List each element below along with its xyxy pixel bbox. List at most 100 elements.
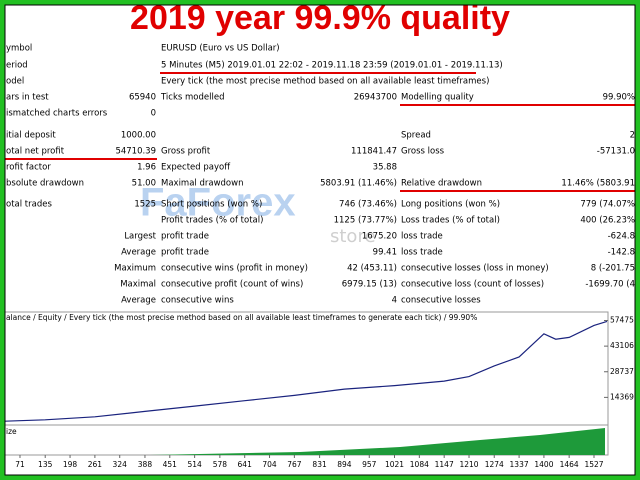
report-label: otal trades bbox=[6, 200, 52, 210]
y-tick-label: 43106 bbox=[610, 341, 634, 350]
report-value: 5803.91 (11.46%) bbox=[320, 179, 397, 189]
report-value: 1125 (73.77%) bbox=[334, 216, 397, 226]
report-value: 8 (-201.75 bbox=[591, 264, 635, 274]
report-value: -1699.70 (4 bbox=[585, 280, 635, 290]
x-tick-label: 957 bbox=[362, 460, 377, 469]
x-tick-label: 324 bbox=[113, 460, 128, 469]
size-label: ize bbox=[6, 427, 17, 436]
report-label: Profit trades (% of total) bbox=[161, 216, 263, 226]
report-label: Spread bbox=[401, 131, 431, 141]
report-value: 1525 bbox=[134, 200, 156, 210]
x-tick-label: 1147 bbox=[435, 460, 454, 469]
report-label: Long positions (won %) bbox=[401, 200, 500, 210]
x-tick-label: 451 bbox=[163, 460, 178, 469]
x-tick-label: 71 bbox=[15, 460, 25, 469]
report-value: -57131.0 bbox=[597, 147, 635, 157]
report-value: Average bbox=[121, 296, 156, 306]
report-label: loss trade bbox=[401, 232, 443, 242]
x-tick-label: 198 bbox=[63, 460, 78, 469]
size-area bbox=[150, 428, 605, 455]
graph-legend: alance / Equity / Every tick (the most p… bbox=[6, 313, 477, 322]
report-value: 779 (74.07% bbox=[580, 200, 635, 210]
report-value: 99.41 bbox=[373, 248, 397, 258]
report-label: consecutive losses (loss in money) bbox=[401, 264, 549, 274]
report-label: itial deposit bbox=[6, 131, 56, 141]
report-value: 51.00 bbox=[132, 179, 156, 189]
x-tick-label: 1084 bbox=[410, 460, 429, 469]
report-value: 111841.47 bbox=[351, 147, 397, 157]
title: 2019 year 99.9% quality bbox=[130, 0, 510, 37]
report-label: otal net profit bbox=[6, 147, 65, 157]
report-label: Expected payoff bbox=[161, 163, 231, 173]
report-label: ars in test bbox=[6, 93, 49, 103]
y-tick-label: 14369 bbox=[610, 392, 634, 401]
report-label: EURUSD (Euro vs US Dollar) bbox=[161, 44, 280, 54]
report-label: consecutive loss (count of losses) bbox=[401, 280, 544, 290]
report-label: Short positions (won %) bbox=[161, 200, 262, 210]
report-value: 1.96 bbox=[137, 163, 156, 173]
report-label: profit trade bbox=[161, 248, 209, 258]
report-value: 4 bbox=[392, 296, 397, 306]
report-label: ismatched charts errors bbox=[6, 109, 108, 119]
report-value: 400 (26.23% bbox=[580, 216, 635, 226]
report-label: ymbol bbox=[6, 44, 32, 54]
x-tick-label: 261 bbox=[88, 460, 103, 469]
report-label: bsolute drawdown bbox=[6, 179, 84, 189]
watermark: FaForex bbox=[140, 181, 296, 225]
report-label: loss trade bbox=[401, 248, 443, 258]
report-label: Loss trades (% of total) bbox=[401, 216, 500, 226]
report-label: rofit factor bbox=[6, 163, 51, 173]
x-tick-label: 894 bbox=[337, 460, 352, 469]
report-label: consecutive losses bbox=[401, 296, 481, 306]
report-value: 0 bbox=[151, 109, 156, 119]
x-tick-label: 1400 bbox=[534, 460, 553, 469]
report-value: 1675.20 bbox=[362, 232, 397, 242]
report-value: 35.88 bbox=[373, 163, 397, 173]
report-value: 99.90% bbox=[603, 93, 635, 103]
watermark-sub: store bbox=[330, 226, 376, 247]
report-label: Gross loss bbox=[401, 147, 445, 157]
x-tick-label: 767 bbox=[287, 460, 302, 469]
x-tick-label: 388 bbox=[138, 460, 153, 469]
report-value: -142.8 bbox=[608, 248, 635, 258]
report-value: 26943700 bbox=[354, 93, 397, 103]
report-label: Gross profit bbox=[161, 147, 211, 157]
report-label: consecutive wins bbox=[161, 296, 234, 306]
y-tick-label: 57475 bbox=[610, 316, 634, 325]
report-label: Maximal drawdown bbox=[161, 179, 243, 189]
report-value: Average bbox=[121, 248, 156, 258]
report-value: 11.46% (5803.91 bbox=[561, 179, 635, 189]
frame-inner bbox=[4, 4, 636, 476]
x-tick-label: 1274 bbox=[485, 460, 504, 469]
report-label: 5 Minutes (M5) 2019.01.01 22:02 - 2019.1… bbox=[161, 61, 503, 71]
report-label: Ticks modelled bbox=[160, 93, 224, 103]
report-value: 54710.39 bbox=[115, 147, 156, 157]
report-value: Maximal bbox=[120, 280, 156, 290]
x-tick-label: 831 bbox=[312, 460, 327, 469]
y-tick-label: 28737 bbox=[610, 367, 634, 376]
x-tick-label: 1337 bbox=[510, 460, 529, 469]
x-tick-label: 514 bbox=[187, 460, 202, 469]
report-label: consecutive wins (profit in money) bbox=[161, 264, 308, 274]
underlines bbox=[0, 72, 640, 192]
x-tick-label: 1210 bbox=[459, 460, 478, 469]
x-tick-label: 135 bbox=[38, 460, 53, 469]
x-tick-label: 641 bbox=[238, 460, 253, 469]
report-label: eriod bbox=[6, 61, 28, 71]
report-label: Relative drawdown bbox=[401, 179, 482, 189]
report-value: Largest bbox=[124, 232, 156, 242]
report-label: consecutive profit (count of wins) bbox=[161, 280, 303, 290]
report-label: profit trade bbox=[161, 232, 209, 242]
report-value: 6979.15 (13) bbox=[342, 280, 397, 290]
report-value: -624.8 bbox=[608, 232, 635, 242]
report-value: 2 bbox=[630, 131, 635, 141]
balance-line bbox=[4, 320, 608, 422]
report-label: Every tick (the most precise method base… bbox=[161, 77, 489, 87]
x-tick-label: 704 bbox=[262, 460, 277, 469]
x-tick-label: 578 bbox=[213, 460, 228, 469]
report-value: 42 (453.11) bbox=[347, 264, 397, 274]
x-tick-label: 1021 bbox=[385, 460, 404, 469]
